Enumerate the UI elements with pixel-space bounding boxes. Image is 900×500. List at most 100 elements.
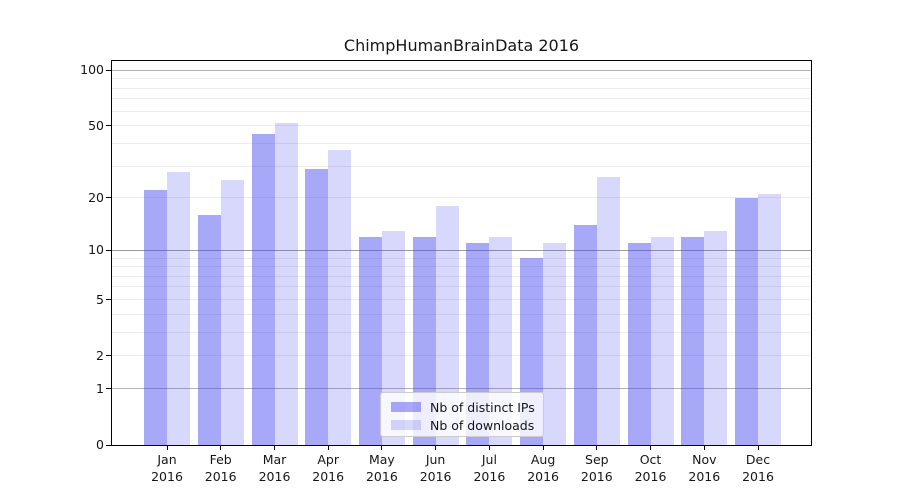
y-tick-label: 100 xyxy=(80,62,104,78)
minor-gridline xyxy=(112,165,811,167)
x-tick-year: 2016 xyxy=(365,469,398,484)
major-gridline xyxy=(112,388,811,390)
x-tick-year: 2016 xyxy=(473,469,506,484)
y-tick-label: 10 xyxy=(88,242,104,258)
bar-nb-of-downloads-apr xyxy=(328,149,352,445)
minor-gridline xyxy=(112,313,811,315)
x-tick-mark xyxy=(650,446,651,450)
legend-row: Nb of downloads xyxy=(391,416,543,434)
bar-nb-of-distinct-ips-sep xyxy=(573,225,597,445)
legend-row: Nb of distinct IPs xyxy=(391,398,543,416)
x-tick-month: Oct xyxy=(639,452,662,467)
x-tick-label: Oct 2016 xyxy=(621,451,681,485)
x-tick-mark xyxy=(542,446,544,450)
x-tick-mark xyxy=(274,446,275,450)
y-tick-mark xyxy=(106,355,111,357)
x-tick-label: Aug 2016 xyxy=(513,451,573,485)
x-tick-month: Jun xyxy=(425,452,446,467)
x-tick-year: 2016 xyxy=(419,469,452,484)
bar-nb-of-downloads-oct xyxy=(650,236,674,445)
x-tick-month: Jul xyxy=(481,452,497,467)
bar-nb-of-distinct-ips-nov xyxy=(681,236,705,445)
bar-nb-of-distinct-ips-jan xyxy=(144,190,167,445)
y-tick-mark xyxy=(106,444,111,446)
y-tick-label: 2 xyxy=(96,347,104,363)
y-tick-mark xyxy=(106,249,111,251)
x-tick-label: Mar 2016 xyxy=(245,451,305,485)
plot-area xyxy=(111,60,812,446)
minor-gridline xyxy=(112,87,811,89)
bar-nb-of-distinct-ips-dec xyxy=(735,197,758,445)
x-tick-label: Apr 2016 xyxy=(298,451,358,485)
x-tick-month: Jan xyxy=(157,452,177,467)
minor-gridline xyxy=(112,257,811,259)
bar-nb-of-downloads-mar xyxy=(274,122,298,445)
x-tick-mark xyxy=(596,446,598,450)
minor-gridline xyxy=(112,299,811,300)
legend-label: Nb of distinct IPs xyxy=(430,399,535,415)
bar-nb-of-downloads-jun xyxy=(435,205,459,445)
bar-nb-of-downloads-feb xyxy=(220,180,244,445)
x-tick-label: May 2016 xyxy=(352,451,412,485)
bar-nb-of-downloads-may xyxy=(381,230,405,445)
minor-gridline xyxy=(112,275,811,277)
y-tick-mark xyxy=(106,69,111,71)
y-tick-label: 20 xyxy=(88,189,104,205)
bar-nb-of-distinct-ips-apr xyxy=(305,168,329,445)
x-tick-label: Dec 2016 xyxy=(728,451,788,485)
x-tick-mark xyxy=(327,446,329,450)
legend-swatch-downloads xyxy=(391,420,421,430)
chart-title: ChimpHumanBrainData 2016 xyxy=(343,36,580,55)
x-tick-month: Apr xyxy=(317,452,339,467)
x-tick-year: 2016 xyxy=(151,469,183,484)
x-tick-year: 2016 xyxy=(742,469,774,484)
bar-nb-of-distinct-ips-oct xyxy=(627,243,651,445)
x-tick-year: 2016 xyxy=(258,469,291,484)
x-tick-label: Jul 2016 xyxy=(459,451,519,485)
x-tick-year: 2016 xyxy=(312,469,345,484)
major-gridline xyxy=(112,69,811,71)
minor-gridline xyxy=(112,286,811,288)
x-tick-mark xyxy=(220,446,222,450)
x-tick-month: Dec xyxy=(745,452,771,467)
minor-gridline xyxy=(112,197,811,199)
x-tick-mark xyxy=(381,446,383,450)
x-tick-label: Jan 2016 xyxy=(137,451,197,485)
y-tick-mark xyxy=(106,388,111,390)
x-tick-mark xyxy=(166,446,168,450)
y-tick-label: 1 xyxy=(96,380,104,396)
x-tick-year: 2016 xyxy=(580,469,613,484)
minor-gridline xyxy=(112,78,811,80)
minor-gridline xyxy=(112,110,811,112)
x-tick-mark xyxy=(488,446,490,450)
x-tick-month: Mar xyxy=(262,452,287,467)
minor-gridline xyxy=(112,331,811,333)
bar-nb-of-downloads-jan xyxy=(167,171,190,445)
x-tick-label: Feb 2016 xyxy=(191,451,251,485)
x-tick-year: 2016 xyxy=(634,469,667,484)
x-tick-month: May xyxy=(368,452,395,467)
minor-gridline xyxy=(112,98,811,100)
x-tick-label: Jun 2016 xyxy=(406,451,466,485)
bar-nb-of-downloads-dec xyxy=(758,193,781,445)
x-tick-month: Aug xyxy=(530,452,556,467)
bar-nb-of-distinct-ips-feb xyxy=(197,214,221,445)
y-tick-mark xyxy=(106,125,111,127)
x-tick-mark xyxy=(435,446,437,450)
x-tick-mark xyxy=(757,446,759,450)
minor-gridline xyxy=(112,125,811,127)
major-gridline xyxy=(112,249,811,251)
y-tick-label: 0 xyxy=(96,437,104,452)
legend-label: Nb of downloads xyxy=(430,417,535,433)
bar-nb-of-distinct-ips-mar xyxy=(251,134,275,445)
minor-gridline xyxy=(112,355,811,357)
x-tick-month: Feb xyxy=(209,452,232,467)
bar-nb-of-distinct-ips-may xyxy=(358,236,382,445)
minor-gridline xyxy=(112,266,811,267)
x-tick-label: Nov 2016 xyxy=(674,451,734,485)
x-tick-label: Sep 2016 xyxy=(567,451,627,485)
x-tick-year: 2016 xyxy=(688,469,721,484)
y-tick-label: 50 xyxy=(88,117,104,133)
x-tick-year: 2016 xyxy=(527,469,559,484)
